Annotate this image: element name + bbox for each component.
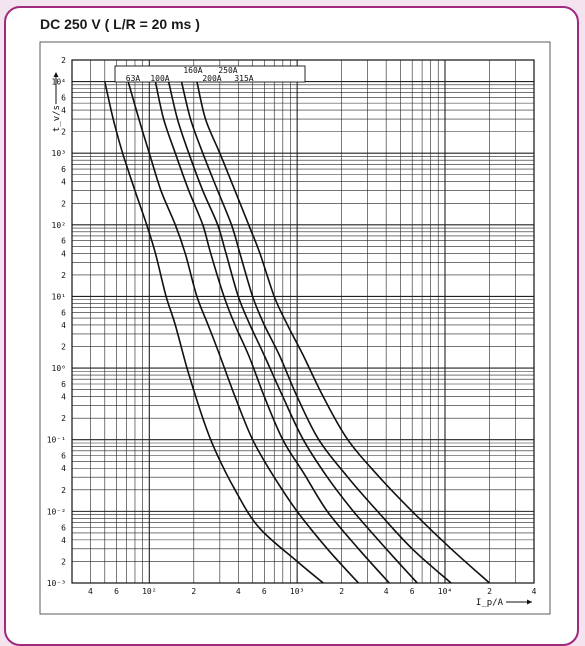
y-tick-label: 10⁴ xyxy=(52,78,66,87)
y-tick-label: 6 xyxy=(61,93,66,102)
x-tick-label: 6 xyxy=(262,587,267,596)
x-tick-label: 10² xyxy=(142,587,156,596)
y-tick-label: 2 xyxy=(61,271,66,280)
legend-box xyxy=(114,65,306,83)
fuse-characteristic-chart: 4 6 10² 2 4 6 10³ 2 4 6 10⁴ 2 4 2 10⁴ 6 4 2 10³ 6 4 2 10² 6 4 2 10… xyxy=(39,41,551,615)
axis-labels: I_p/A t_v/s xyxy=(52,72,532,608)
curve-63A xyxy=(104,81,324,584)
curve-250A xyxy=(180,81,452,584)
curve-label-100A: 100A xyxy=(150,74,169,83)
y-axis-arrow-head xyxy=(53,72,59,77)
curve-label-160A: 160A xyxy=(183,66,202,75)
y-tick-label: 2 xyxy=(61,414,66,423)
y-tick-label: 4 xyxy=(61,464,66,473)
grid xyxy=(71,59,535,584)
x-tick-label: 2 xyxy=(191,587,196,596)
x-tick-label: 2 xyxy=(339,587,344,596)
curve-200A xyxy=(167,81,418,584)
legend: 160A 250A 63A 100A 200A 315A xyxy=(114,65,306,83)
x-tick-label: 4 xyxy=(384,587,389,596)
y-tick-label: 4 xyxy=(61,536,66,545)
x-tick-label: 2 xyxy=(487,587,492,596)
y-tick-label: 10⁰ xyxy=(52,364,66,373)
y-tick-label: 6 xyxy=(61,452,66,461)
chart-title: DC 250 V ( L/R = 20 ms ) xyxy=(40,16,200,32)
y-axis-label: t_v/s xyxy=(52,105,62,132)
curve-label-315A: 315A xyxy=(234,74,253,83)
y-tick-label: 6 xyxy=(61,380,66,389)
y-tick-label: 10⁻² xyxy=(47,507,66,516)
chart-card xyxy=(4,6,579,646)
x-axis-label: I_p/A xyxy=(476,598,504,608)
curve-label-200A: 200A xyxy=(202,74,221,83)
x-tick-label: 4 xyxy=(236,587,241,596)
chart-frame xyxy=(39,41,551,615)
y-tick-label: 4 xyxy=(61,249,66,258)
tick-labels: 4 6 10² 2 4 6 10³ 2 4 6 10⁴ 2 4 2 10⁴ 6 4 2 10³ 6 4 2 10² 6 4 2 10… xyxy=(47,56,537,596)
y-tick-label: 10³ xyxy=(52,149,66,158)
y-tick-label: 10¹ xyxy=(52,292,66,301)
curve-315A xyxy=(196,81,491,584)
y-tick-label: 6 xyxy=(61,237,66,246)
x-axis-arrow-head xyxy=(527,599,532,605)
y-tick-label: 6 xyxy=(61,523,66,532)
y-tick-label: 10² xyxy=(52,221,66,230)
y-tick-label: 2 xyxy=(61,199,66,208)
y-tick-label: 4 xyxy=(61,106,66,115)
y-tick-label: 2 xyxy=(61,557,66,566)
x-tick-label: 6 xyxy=(114,587,119,596)
curve-label-63A: 63A xyxy=(126,74,141,83)
y-tick-label: 4 xyxy=(61,393,66,402)
x-tick-label: 10⁴ xyxy=(438,587,452,596)
curve-100A xyxy=(127,81,360,584)
x-tick-label: 4 xyxy=(88,587,93,596)
y-tick-label: 2 xyxy=(61,486,66,495)
y-tick-label: 10⁻³ xyxy=(47,579,66,588)
y-tick-label: 6 xyxy=(61,165,66,174)
plot-border xyxy=(71,59,535,584)
y-tick-label: 4 xyxy=(61,178,66,187)
y-tick-label: 2 xyxy=(61,56,66,65)
curve-label-250A: 250A xyxy=(218,66,237,75)
curve-160A xyxy=(154,81,390,584)
y-tick-label: 2 xyxy=(61,343,66,352)
y-tick-label: 6 xyxy=(61,308,66,317)
x-tick-label: 6 xyxy=(410,587,415,596)
y-tick-label: 2 xyxy=(61,128,66,137)
x-tick-label: 4 xyxy=(532,587,537,596)
x-tick-label: 10³ xyxy=(290,587,304,596)
y-tick-label: 10⁻¹ xyxy=(47,436,66,445)
y-tick-label: 4 xyxy=(61,321,66,330)
curves xyxy=(104,81,491,584)
